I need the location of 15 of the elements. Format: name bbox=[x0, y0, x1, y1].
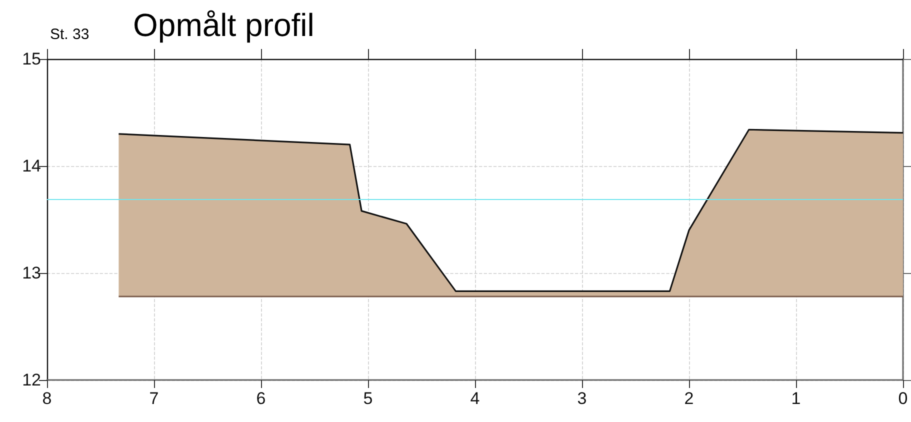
x-tick-label: 1 bbox=[791, 389, 801, 408]
x-tick-label: 7 bbox=[149, 389, 159, 408]
y-tick-label: 14 bbox=[22, 156, 41, 176]
x-tick-label: 5 bbox=[363, 389, 373, 408]
chart-title: Opmålt profil bbox=[133, 7, 314, 43]
y-tick-label: 12 bbox=[22, 370, 41, 390]
x-tick-label: 4 bbox=[470, 389, 480, 408]
x-tick-label: 2 bbox=[684, 389, 694, 408]
x-tick-label: 3 bbox=[577, 389, 587, 408]
chart-subtitle: St. 33 bbox=[50, 26, 90, 43]
y-tick-label: 13 bbox=[22, 264, 41, 282]
x-tick-label: 6 bbox=[256, 389, 266, 408]
x-tick-label: 8 bbox=[42, 389, 52, 408]
y-tick-label: 15 bbox=[22, 50, 41, 68]
x-tick-label: 0 bbox=[898, 389, 908, 408]
